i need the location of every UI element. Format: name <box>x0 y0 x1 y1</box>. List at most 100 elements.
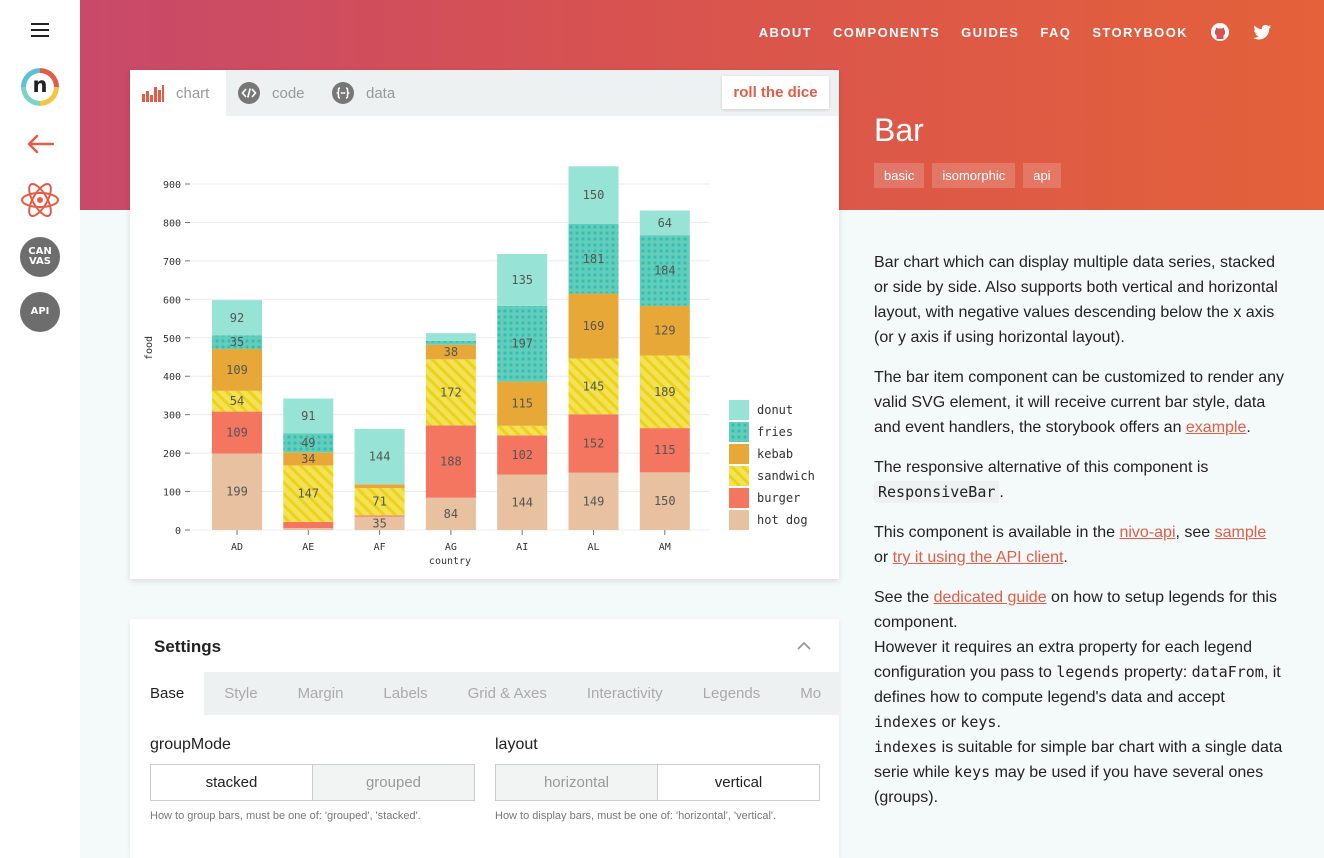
chart-tabbar: chart code data roll the dice <box>130 70 839 116</box>
bar-AL-hot-dog <box>568 472 619 530</box>
desc-p6-b: property: <box>1119 664 1192 681</box>
bar-AL-kebab <box>568 293 619 359</box>
bar-data-label: 197 <box>511 337 533 351</box>
page-title: Bar <box>874 112 924 148</box>
bar-AG-sandwich <box>425 359 476 426</box>
y-tick-label: 100 <box>163 488 181 499</box>
settings-card: Settings Base Style Margin Labels Grid &… <box>130 619 839 858</box>
desc-p3-end: . <box>999 484 1004 501</box>
nav-faq[interactable]: FAQ <box>1040 24 1072 40</box>
groupmode-stacked-option[interactable]: stacked <box>151 765 312 800</box>
bar-data-label: 188 <box>440 455 462 469</box>
example-link[interactable]: example <box>1185 419 1247 436</box>
y-tick-label: 600 <box>163 295 181 306</box>
keys-code: keys <box>960 713 997 731</box>
layout-vertical-option[interactable]: vertical <box>657 765 819 800</box>
bar-AE-donut <box>283 398 334 434</box>
bar-data-label: 172 <box>440 385 462 399</box>
chevron-up-icon[interactable] <box>797 641 811 651</box>
api-badge[interactable]: API <box>20 292 60 332</box>
settings-tab-grid-axes[interactable]: Grid & Axes <box>467 685 547 702</box>
bar-data-label: 34 <box>301 452 315 466</box>
legend-label-burger: burger <box>757 491 800 505</box>
twitter-icon[interactable] <box>1252 22 1272 42</box>
groupmode-control: groupMode stacked grouped How to group b… <box>150 736 475 822</box>
legend-label-hot-dog: hot dog <box>757 513 808 527</box>
groupmode-grouped-option[interactable]: grouped <box>312 765 474 800</box>
bar-data-label: 92 <box>230 311 244 325</box>
sample-link[interactable]: sample <box>1214 524 1267 541</box>
legend-label-sandwich: sandwich <box>757 469 815 483</box>
y-tick-label: 400 <box>163 372 181 383</box>
bar-AF-kebab <box>354 484 405 489</box>
y-tick-label: 800 <box>163 218 181 229</box>
desc-p7-a: is suitable for simple bar chart with a … <box>874 739 1283 781</box>
tag-api[interactable]: api <box>1023 163 1061 188</box>
tab-code[interactable]: code <box>226 70 322 116</box>
bar-data-label: 54 <box>230 394 244 408</box>
canvas-badge[interactable]: CAN VAS <box>20 237 60 277</box>
desc-p7-b: may be used if you have several ones (gr… <box>874 764 1264 806</box>
github-icon[interactable] <box>1210 22 1230 42</box>
legend-label-donut: donut <box>757 403 793 417</box>
tab-chart[interactable]: chart <box>130 70 226 116</box>
desc-p4-c: or <box>874 549 893 566</box>
api-badge-label: API <box>30 306 50 317</box>
bar-AM-kebab <box>639 305 690 356</box>
tab-chart-label: chart <box>176 84 210 102</box>
api-client-link[interactable]: try it using the API client <box>892 549 1064 566</box>
bar-AD-sandwich <box>212 390 262 412</box>
react-icon[interactable] <box>20 180 60 220</box>
back-arrow-icon[interactable] <box>26 133 54 155</box>
tag-isomorphic[interactable]: isomorphic <box>932 163 1016 188</box>
top-nav: ABOUT COMPONENTS GUIDES FAQ STORYBOOK <box>738 22 1272 42</box>
nav-guides[interactable]: GUIDES <box>961 24 1020 40</box>
x-tick-label: AE <box>302 542 314 553</box>
layout-label: layout <box>495 736 538 753</box>
desc-paragraph-5: See the dedicated guide on how to setup … <box>874 585 1284 635</box>
groupmode-label: groupMode <box>150 736 231 753</box>
bar-AL-sandwich <box>568 358 619 415</box>
bar-AM-fries <box>639 235 690 306</box>
bar-data-label: 150 <box>583 188 605 202</box>
bar-data-label: 35 <box>230 335 244 349</box>
bar-AL-donut <box>568 166 619 224</box>
settings-tab-interactivity[interactable]: Interactivity <box>586 685 663 702</box>
bar-data-label: 199 <box>226 485 248 499</box>
bar-data-label: 189 <box>654 385 676 399</box>
settings-tab-margin[interactable]: Margin <box>297 685 344 702</box>
bar-AF-hot-dog <box>354 516 405 530</box>
nav-about[interactable]: ABOUT <box>758 24 812 40</box>
x-axis-title: country <box>429 556 471 567</box>
bar-data-label: 71 <box>372 495 386 509</box>
bar-AI-kebab <box>497 381 548 426</box>
dedicated-guide-link[interactable]: dedicated guide <box>933 589 1047 606</box>
bar-AM-hot-dog <box>639 472 690 530</box>
legends-code: legends <box>1056 663 1120 681</box>
bar-data-label: 115 <box>511 397 533 411</box>
tab-data[interactable]: data <box>322 70 418 116</box>
settings-tab-style[interactable]: Style <box>224 685 258 702</box>
settings-tab-labels[interactable]: Labels <box>383 685 428 702</box>
roll-the-dice-button[interactable]: roll the dice <box>722 76 829 109</box>
layout-horizontal-option[interactable]: horizontal <box>496 765 657 800</box>
bar-AG-donut <box>425 333 476 341</box>
bar-AM-donut <box>639 210 690 236</box>
tag-basic[interactable]: basic <box>874 163 925 188</box>
settings-tab-legends[interactable]: Legends <box>702 685 761 702</box>
nav-storybook[interactable]: STORYBOOK <box>1092 24 1188 40</box>
bar-AI-burger <box>497 435 548 475</box>
settings-tab-more[interactable]: Mo <box>800 685 822 702</box>
y-tick-label: 700 <box>163 257 181 268</box>
x-tick-label: AG <box>445 542 457 553</box>
keys-code-2: keys <box>954 763 991 781</box>
menu-icon[interactable] <box>31 23 49 37</box>
nav-components[interactable]: COMPONENTS <box>832 24 941 40</box>
nivo-api-link[interactable]: nivo-api <box>1119 524 1176 541</box>
bar-AM-burger <box>639 428 690 473</box>
bar-data-label: 35 <box>372 516 386 530</box>
settings-tab-base[interactable]: Base <box>130 672 205 715</box>
bar-AD-fries <box>212 335 262 349</box>
nivo-logo[interactable]: n <box>21 68 59 106</box>
indexes-code-2: indexes <box>874 738 938 756</box>
